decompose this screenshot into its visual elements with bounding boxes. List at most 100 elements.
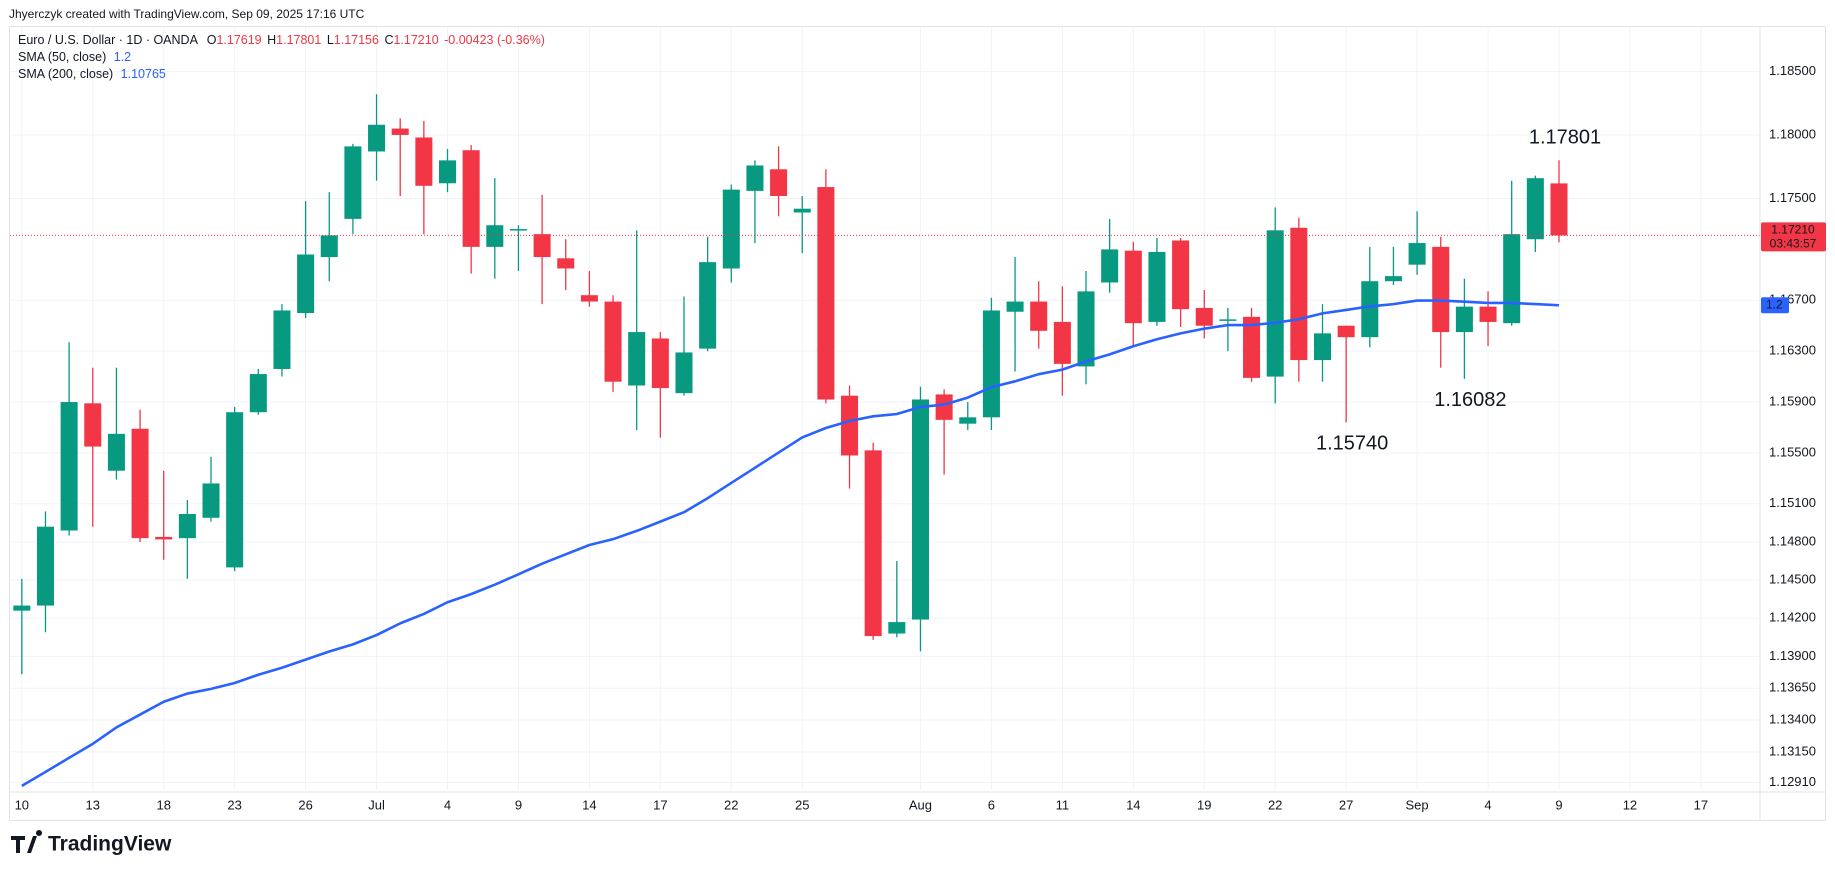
ohlc-value: 1.17801 — [276, 33, 321, 47]
candle-body — [1361, 281, 1379, 338]
indicator-legend: SMA (50, close) 1.2 — [18, 50, 131, 64]
candle-body — [1148, 251, 1166, 322]
x-tick-label: 26 — [298, 797, 312, 812]
price-badge — [1761, 222, 1826, 252]
candle-body — [320, 235, 338, 258]
x-tick-label: Sep — [1406, 797, 1429, 812]
sma-badge — [1761, 297, 1789, 314]
candle-body — [675, 352, 693, 394]
candle-body — [13, 605, 31, 611]
candle-body — [699, 262, 717, 349]
candle-body — [60, 402, 78, 531]
candle-body — [1195, 307, 1213, 326]
x-tick-label: Jul — [368, 797, 385, 812]
candle-body — [935, 394, 953, 420]
sma-line — [21, 299, 1560, 788]
logo-mark — [11, 830, 43, 853]
candle-body — [202, 483, 220, 518]
brand-logo: TradingView — [11, 830, 172, 856]
candle-body — [722, 189, 740, 269]
x-tick-label: 17 — [653, 797, 667, 812]
candle-body — [841, 395, 859, 456]
candle-body — [1479, 306, 1497, 322]
y-tick-label: 1.12910 — [1769, 774, 1816, 789]
y-tick-label: 1.15900 — [1769, 393, 1816, 408]
candle-body — [1455, 306, 1473, 333]
y-tick-label: 1.13900 — [1769, 648, 1816, 663]
chart-frame — [9, 26, 1826, 821]
candle-body — [368, 124, 386, 152]
candle-body — [273, 310, 291, 369]
plot-area: 1.17801 1.15740 1.16082 — [10, 94, 1760, 788]
candle-body — [1290, 227, 1308, 361]
y-tick-label: 1.18000 — [1769, 126, 1816, 141]
candle-body — [297, 254, 315, 314]
candle-body — [1550, 183, 1568, 236]
candle-body — [746, 165, 764, 191]
ohlc-key: L — [327, 33, 334, 47]
x-tick-label: 12 — [1623, 797, 1637, 812]
x-tick-label: 17 — [1694, 797, 1708, 812]
candle-body — [226, 412, 244, 568]
candle-body — [557, 258, 575, 269]
candle-body — [462, 150, 480, 247]
candle-body — [1503, 234, 1521, 324]
candle-body — [84, 403, 102, 447]
price-annotation: 1.16082 — [1434, 389, 1506, 411]
candle-body — [651, 338, 669, 389]
ohlc-value: 1.17619 — [216, 33, 261, 47]
y-tick-label: 1.14800 — [1769, 533, 1816, 548]
candle-body — [1219, 319, 1237, 321]
sma-badge-label: 1.2 — [1766, 297, 1783, 311]
candle-body — [1124, 250, 1142, 324]
x-tick-label: 22 — [724, 797, 738, 812]
candle-body — [604, 301, 622, 382]
ohlc-value: 1.17156 — [334, 33, 379, 47]
candle-body — [793, 208, 811, 213]
y-tick-label: 1.14200 — [1769, 610, 1816, 625]
candle-body — [415, 137, 433, 186]
x-tick-label: 25 — [795, 797, 809, 812]
candle-body — [1077, 291, 1095, 367]
ohlc-key: C — [384, 33, 393, 47]
brand: TradingView — [48, 833, 172, 856]
candle-body — [911, 399, 929, 620]
candle-body — [131, 428, 149, 539]
candle-body — [509, 229, 527, 231]
x-tick-label: 19 — [1197, 797, 1211, 812]
ohlc-key: H — [267, 33, 276, 47]
candle-body — [1526, 178, 1544, 240]
candle-body — [391, 128, 409, 135]
y-tick-label: 1.13150 — [1769, 743, 1816, 758]
candle-body — [1030, 301, 1048, 331]
axes: 1.185001.180001.175001.167001.163001.159… — [15, 63, 1826, 812]
candle-body — [770, 169, 788, 196]
candle-body — [1172, 240, 1190, 310]
x-tick-label: 23 — [227, 797, 241, 812]
candle-body — [982, 310, 1000, 418]
header: Jhyerczyk created with TradingView.com, … — [9, 7, 365, 21]
symbol-legend: Euro / U.S. Dollar · 1D · OANDA O1.17619… — [18, 33, 545, 47]
y-tick-label: 1.14500 — [1769, 572, 1816, 587]
x-tick-label: 14 — [1126, 797, 1140, 812]
x-tick-label: 13 — [86, 797, 100, 812]
candle-body — [864, 450, 882, 637]
candle-body — [249, 374, 267, 413]
candle-body — [1384, 276, 1402, 282]
candle-body — [888, 622, 906, 634]
x-tick-label: 9 — [1555, 797, 1562, 812]
x-tick-label: 6 — [988, 797, 995, 812]
indicator-value: 1.2 — [114, 50, 131, 64]
candle-body — [959, 417, 977, 424]
y-tick-label: 1.13400 — [1769, 711, 1816, 726]
x-tick-label: 27 — [1339, 797, 1353, 812]
y-tick-label: 1.13650 — [1769, 680, 1816, 695]
candle-body — [107, 433, 125, 471]
candle-body — [36, 526, 54, 606]
x-tick-label: Aug — [909, 797, 932, 812]
y-tick-label: 1.15500 — [1769, 444, 1816, 459]
y-tick-label: 1.17500 — [1769, 190, 1816, 205]
candle-body — [580, 295, 598, 302]
indicator-legend: SMA (200, close) 1.10765 — [18, 67, 166, 81]
change: -0.00423 (-0.36%) — [444, 33, 545, 47]
